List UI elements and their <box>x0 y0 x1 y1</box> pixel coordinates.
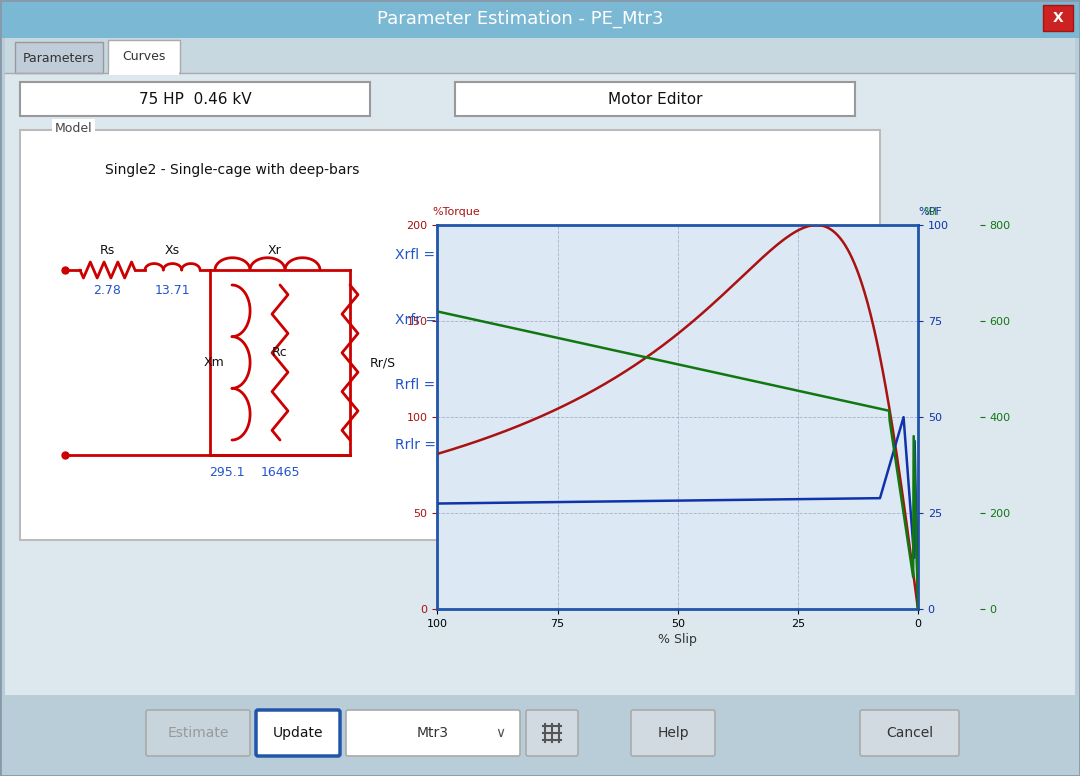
Text: %I: %I <box>923 207 937 217</box>
Text: Xr: Xr <box>268 244 282 257</box>
FancyBboxPatch shape <box>860 710 959 756</box>
Bar <box>15 42 103 73</box>
FancyBboxPatch shape <box>526 710 578 756</box>
Text: Rs: Rs <box>99 244 116 257</box>
Text: Rrlr = 2.19: Rrlr = 2.19 <box>395 438 471 452</box>
Bar <box>21 130 880 540</box>
Text: Curves: Curves <box>122 50 165 64</box>
Bar <box>109 71 179 75</box>
Text: 75 HP  0.46 kV: 75 HP 0.46 kV <box>138 92 252 106</box>
Bar <box>1043 5 1074 31</box>
FancyBboxPatch shape <box>346 710 519 756</box>
Text: %Torque: %Torque <box>433 207 481 217</box>
Text: Cancel: Cancel <box>886 726 933 740</box>
Text: Parameters: Parameters <box>23 51 95 64</box>
Text: 295.1: 295.1 <box>210 466 245 480</box>
Bar <box>0 0 1080 38</box>
FancyBboxPatch shape <box>146 710 249 756</box>
Text: 2.78: 2.78 <box>94 283 121 296</box>
Text: ∨: ∨ <box>495 726 505 740</box>
Text: Rrfl = 1.02: Rrfl = 1.02 <box>395 378 471 392</box>
FancyBboxPatch shape <box>631 710 715 756</box>
Bar <box>0 695 1080 776</box>
Bar <box>108 40 180 73</box>
Text: %PF: %PF <box>918 207 942 217</box>
Text: 16465: 16465 <box>260 466 300 480</box>
Text: Estimate: Estimate <box>167 726 229 740</box>
Text: Xrfr = 1.47: Xrfr = 1.47 <box>395 313 472 327</box>
Text: Single2 - Single-cage with deep-bars: Single2 - Single-cage with deep-bars <box>105 163 360 177</box>
X-axis label: % Slip: % Slip <box>659 633 697 646</box>
Text: Update: Update <box>273 726 323 740</box>
Text: Model: Model <box>55 122 93 134</box>
Bar <box>21 82 370 116</box>
Text: Xm: Xm <box>204 356 225 369</box>
Text: Parameter Estimation - PE_Mtr3: Parameter Estimation - PE_Mtr3 <box>377 10 663 28</box>
Text: 13.71: 13.71 <box>154 283 190 296</box>
Bar <box>5 38 1075 73</box>
Text: Help: Help <box>658 726 689 740</box>
Text: Xrfl = 12.62: Xrfl = 12.62 <box>395 248 480 262</box>
Text: X: X <box>1053 11 1064 25</box>
Text: Rr/S: Rr/S <box>370 356 396 369</box>
Text: Motor Editor: Motor Editor <box>608 92 702 106</box>
Text: Mtr3: Mtr3 <box>417 726 449 740</box>
Text: Xs: Xs <box>165 244 180 257</box>
Text: Rc: Rc <box>272 346 288 359</box>
FancyBboxPatch shape <box>256 710 340 756</box>
Bar <box>455 82 855 116</box>
